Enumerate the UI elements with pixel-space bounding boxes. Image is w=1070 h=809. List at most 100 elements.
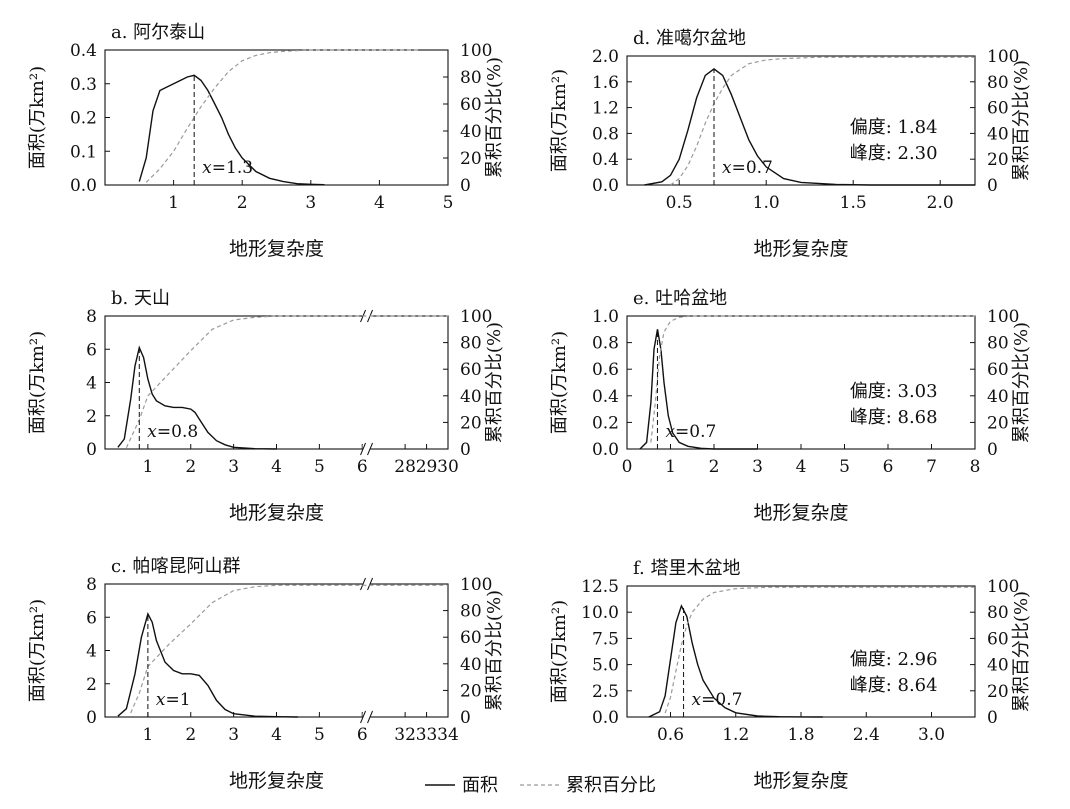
x-tick-label: 30 xyxy=(437,457,459,477)
y-tick-label: 2 xyxy=(86,675,97,695)
axis-break-mark xyxy=(360,442,366,456)
y2-tick-label: 0 xyxy=(987,176,998,196)
y-tick-label: 1.2 xyxy=(592,99,619,119)
x-axis-label: 地形复杂度 xyxy=(753,502,848,524)
x-tick-label: 3 xyxy=(228,457,239,477)
y2-tick-label: 60 xyxy=(460,95,482,115)
y-tick-label: 2 xyxy=(86,407,97,427)
cumulative-series-line xyxy=(145,49,421,183)
y2-tick-label: 80 xyxy=(460,68,482,88)
y2-tick-label: 20 xyxy=(460,149,482,169)
x-axis-label: 地形复杂度 xyxy=(229,502,324,524)
x-tick-label: 6 xyxy=(357,725,368,745)
y-tick-label: 1.0 xyxy=(592,307,619,327)
x-axis-label: 地形复杂度 xyxy=(229,238,324,260)
y2-tick-label: 100 xyxy=(987,47,1019,67)
cumulative-series-line xyxy=(670,56,975,186)
y-tick-label: 12.5 xyxy=(581,577,619,597)
x-tick-label: 6 xyxy=(883,457,894,477)
y2-axis-label: 累积百分比(%) xyxy=(484,57,505,178)
chart-title: b. 天山 xyxy=(111,288,170,309)
x-tick-label: 2 xyxy=(185,457,196,477)
y-tick-label: 0.3 xyxy=(70,75,97,95)
x-tick-label: 1 xyxy=(142,457,153,477)
x-tick-label: 0 xyxy=(622,457,633,477)
y-axis-label: 面积(万km²) xyxy=(27,66,48,169)
y2-tick-label: 60 xyxy=(987,629,1009,649)
y2-tick-label: 0 xyxy=(460,176,471,196)
chart-panel-e: e. 吐哈盆地 0.0 0.2 0.4 0.6 0.8 1.0 0 20 40 60 80 100 0 1 2… xyxy=(549,288,1032,524)
y-tick-label: 0.2 xyxy=(70,109,97,129)
y-tick-label: 1.6 xyxy=(592,73,619,93)
y-axis-label: 面积(万km²) xyxy=(27,331,48,434)
mode-marker-label: x=0.7 xyxy=(722,158,773,178)
x-tick-label: 1 xyxy=(665,457,676,477)
axis-break-gap xyxy=(362,580,371,588)
y-tick-label: 0.0 xyxy=(592,708,619,728)
area-series-line xyxy=(639,329,758,450)
y-tick-label: 0.1 xyxy=(70,142,97,162)
x-tick-label: 34 xyxy=(437,725,459,745)
y-tick-label: 0 xyxy=(86,440,97,460)
x-tick-label: 4 xyxy=(271,725,282,745)
y-tick-label: 4 xyxy=(86,374,97,394)
chart-panel-d: d. 准噶尔盆地 0.0 0.4 0.8 1.2 1.6 2.0 0 20 40 60 80 100 0.… xyxy=(549,28,1032,260)
y-tick-label: 0.8 xyxy=(592,334,619,354)
mode-marker-label: x=1 xyxy=(156,690,191,710)
y-tick-label: 6 xyxy=(86,340,97,360)
y2-tick-label: 40 xyxy=(987,387,1009,407)
x-tick-label: 8 xyxy=(970,457,981,477)
x-tick-label: 5 xyxy=(314,725,325,745)
axis-break-gap xyxy=(362,713,371,721)
y2-axis-label: 累积百分比(%) xyxy=(484,590,505,711)
y2-tick-label: 60 xyxy=(460,360,482,380)
y2-tick-label: 100 xyxy=(987,307,1019,327)
chart-title: e. 吐哈盆地 xyxy=(633,288,727,309)
y2-tick-label: 20 xyxy=(987,413,1009,433)
y2-axis-label: 累积百分比(%) xyxy=(484,322,505,443)
x-tick-label: 4 xyxy=(374,193,385,213)
x-tick-label: 0.6 xyxy=(657,725,684,745)
y2-tick-label: 20 xyxy=(987,150,1009,170)
y-axis-label: 面积(万km²) xyxy=(27,599,48,702)
y-tick-label: 8 xyxy=(86,307,97,327)
x-tick-label: 5 xyxy=(314,457,325,477)
y2-tick-label: 80 xyxy=(987,603,1009,623)
y-tick-label: 0 xyxy=(86,708,97,728)
kurtosis-label: 峰度: 8.64 xyxy=(850,675,938,696)
y2-tick-label: 40 xyxy=(987,656,1009,676)
y-tick-label: 0.4 xyxy=(592,150,619,170)
y-tick-label: 0.0 xyxy=(592,176,619,196)
area-series-line xyxy=(648,604,823,718)
y-tick-label: 7.5 xyxy=(592,629,619,649)
plot-frame xyxy=(626,55,976,186)
x-tick-label: 0.5 xyxy=(666,193,693,213)
x-tick-label: 2 xyxy=(709,457,720,477)
x-tick-label: 29 xyxy=(416,457,438,477)
x-tick-label: 4 xyxy=(271,457,282,477)
x-tick-label: 28 xyxy=(394,457,416,477)
y2-tick-label: 0 xyxy=(460,440,471,460)
cumulative-series-line xyxy=(130,584,448,714)
chart-title: d. 准噶尔盆地 xyxy=(633,28,746,49)
x-tick-label: 3 xyxy=(305,193,316,213)
y-axis-label: 面积(万km²) xyxy=(549,600,570,703)
y2-tick-label: 60 xyxy=(987,99,1009,119)
y2-tick-label: 60 xyxy=(987,360,1009,380)
y2-tick-label: 100 xyxy=(460,575,492,595)
y2-tick-label: 80 xyxy=(987,334,1009,354)
mode-marker-label: x=0.7 xyxy=(692,690,743,710)
x-tick-label: 2.4 xyxy=(853,725,880,745)
y-tick-label: 0.2 xyxy=(592,413,619,433)
x-tick-label: 7 xyxy=(926,457,937,477)
chart-title: a. 阿尔泰山 xyxy=(111,22,205,43)
area-series-line xyxy=(117,611,298,718)
y2-tick-label: 0 xyxy=(987,708,998,728)
y-tick-label: 0.4 xyxy=(70,41,97,61)
y2-axis-label: 累积百分比(%) xyxy=(1011,591,1032,712)
axis-break-mark xyxy=(360,710,366,724)
axis-break-mark xyxy=(360,577,366,591)
axis-break-mark xyxy=(367,577,373,591)
